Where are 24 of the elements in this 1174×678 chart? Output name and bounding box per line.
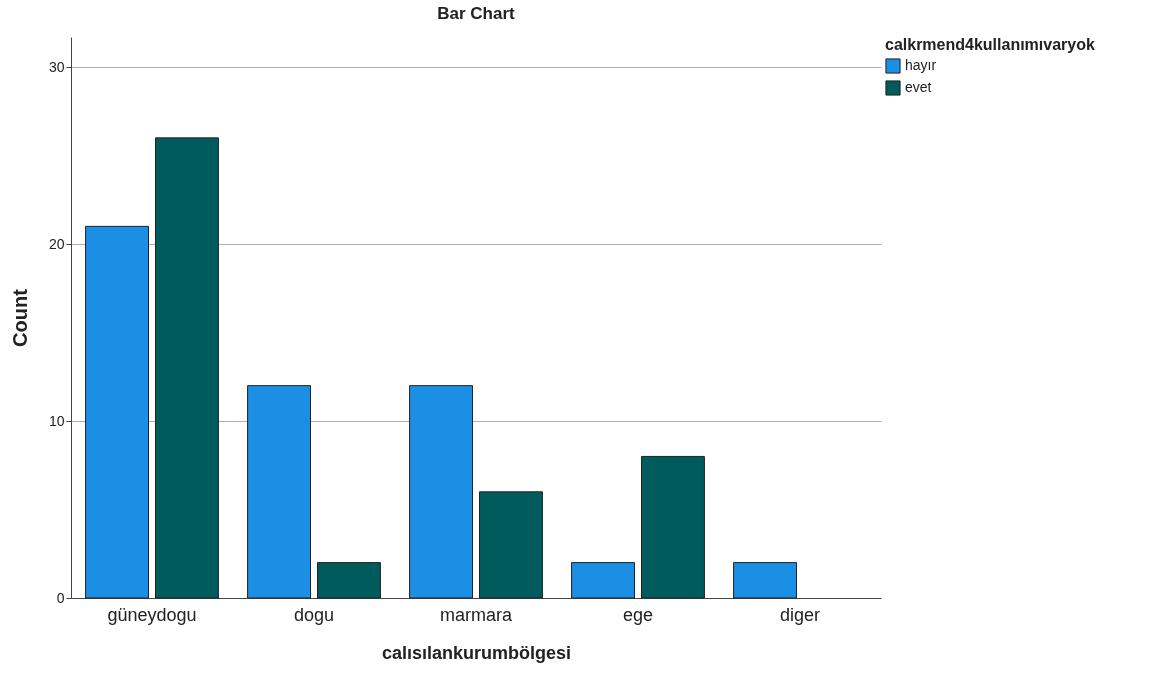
y-tick-label: 0: [56, 589, 65, 606]
y-tick-label: 30: [48, 58, 65, 75]
legend-title: calkrmend4kullanımıvaryok: [885, 36, 1095, 53]
y-axis-title: Count: [8, 288, 31, 347]
x-tick-label: marmara: [439, 604, 513, 625]
x-tick-label: diger: [779, 604, 821, 625]
bar: [317, 562, 381, 599]
bar: [733, 562, 797, 599]
bar: [479, 491, 543, 599]
x-axis-title: calısılankurumbölgesi: [381, 642, 572, 663]
bar: [247, 385, 311, 599]
legend-label: evet: [905, 79, 932, 95]
x-tick-label: güneydogu: [107, 604, 197, 625]
y-tick-label: 20: [48, 235, 65, 252]
x-tick-label: dogu: [293, 604, 335, 625]
bar: [155, 137, 219, 599]
x-tick-label: ege: [622, 604, 654, 625]
y-tick-label: 10: [48, 412, 65, 429]
bar: [641, 455, 705, 599]
bar: [409, 385, 473, 599]
bar: [85, 225, 149, 599]
chart-title: Bar Chart: [437, 4, 516, 23]
bar: [571, 562, 635, 599]
legend-label: hayır: [905, 57, 937, 73]
